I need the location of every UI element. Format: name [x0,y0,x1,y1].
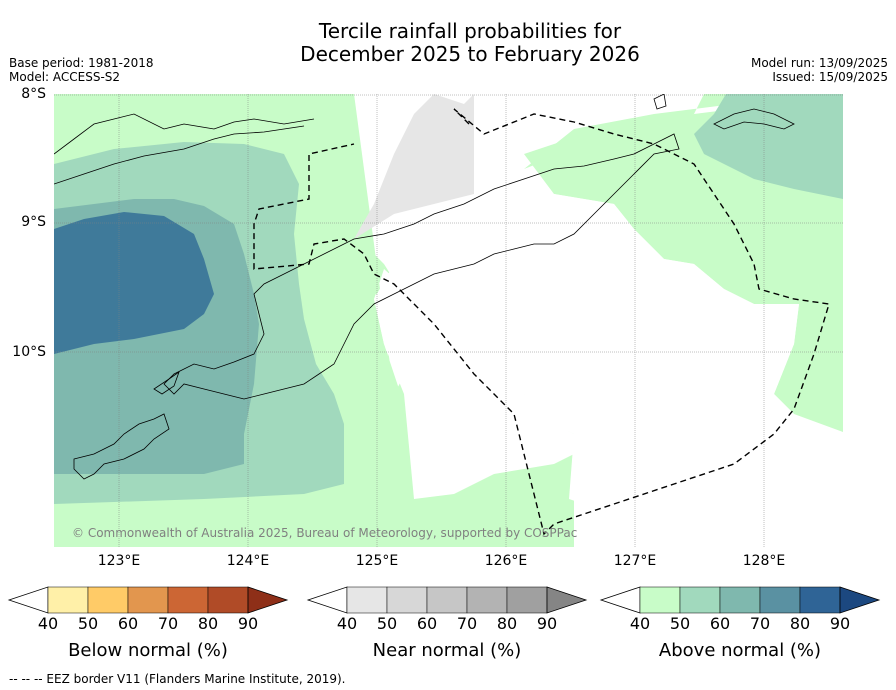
copyright-notice: © Commonwealth of Australia 2025, Bureau… [72,526,578,540]
colorbar-near-bin-70-80 [466,586,508,614]
no-signal-region-east [404,189,799,514]
colorbar-above-bin-60-70 [719,586,761,614]
colorbar-near-max-arrow [546,586,588,614]
colorbar-below-min-arrow [7,586,49,614]
colorbar-above-bin-70-80 [759,586,801,614]
near-tick-60: 60 [416,614,438,633]
above-normal-title: Above normal (%) [658,640,822,661]
eez-border-note: -- -- -- EEZ border V11 (Flanders Marine… [9,672,346,686]
colorbar-near-bin-40-50 [346,586,388,614]
near-40-region [354,94,474,239]
above-40-region-east [524,104,843,432]
probability-map [54,94,843,547]
title-line-2: December 2025 to February 2026 [300,42,640,66]
lon-label-127e: 127°E [613,553,657,569]
colorbar-near-bin-80-90 [506,586,548,614]
meta-left: Base period: 1981-2018 Model: ACCESS-S2 [9,56,154,84]
colorbar-below-bin-70-80 [167,586,209,614]
colorbar-near-bin-50-60 [386,586,428,614]
lon-label-128e: 128°E [742,553,786,569]
above-tick-40: 40 [629,614,651,633]
meta-right: Model run: 13/09/2025 Issued: 15/09/2025 [751,56,888,84]
map-title: Tercile rainfall probabilities for Decem… [0,20,896,66]
lat-label-10s: 10°S [12,344,46,360]
colorbar-above-max-arrow [839,586,881,614]
colorbar-above-bin-80-90 [799,586,841,614]
below-tick-60: 60 [117,614,139,633]
colorbar-near-bin-60-70 [426,586,468,614]
lon-label-124e: 124°E [226,553,270,569]
below-tick-50: 50 [77,614,99,633]
above-tick-60: 60 [709,614,731,633]
lat-label-8s: 8°S [21,86,46,102]
colorbar-near-min-arrow [306,586,348,614]
above-tick-70: 70 [749,614,771,633]
near-tick-90: 90 [536,614,558,633]
colorbar-above-min-arrow [599,586,641,614]
lon-label-125e: 125°E [355,553,399,569]
colorbar-below-max-arrow [247,586,289,614]
above-70-region-west [54,212,214,354]
colorbar-below-bin-80-90 [207,586,249,614]
below-tick-90: 90 [237,614,259,633]
below-tick-70: 70 [157,614,179,633]
near-tick-40: 40 [336,614,358,633]
above-tick-90: 90 [829,614,851,633]
colorbar-near-normal [306,586,588,614]
colorbar-below-bin-50-60 [87,586,129,614]
below-normal-title: Below normal (%) [68,640,228,661]
colorbar-above-normal [599,586,881,614]
graticule [54,94,843,547]
colorbar-below-bin-40-50 [47,586,89,614]
model-label: Model: ACCESS-S2 [9,70,121,84]
eez-border [253,108,830,536]
below-tick-40: 40 [37,614,59,633]
colorbar-below-bin-60-70 [127,586,169,614]
above-50-region-north-east [694,94,843,199]
lon-label-126e: 126°E [484,553,528,569]
above-tick-80: 80 [789,614,811,633]
near-tick-80: 80 [496,614,518,633]
issued-label: Issued: 15/09/2025 [772,70,888,84]
coastlines [54,94,795,480]
near-tick-50: 50 [376,614,398,633]
colorbar-below-normal [7,586,289,614]
lat-label-9s: 9°S [21,214,46,230]
colorbar-above-bin-40-50 [639,586,681,614]
near-tick-70: 70 [456,614,478,633]
no-signal-region [374,264,574,499]
above-tick-50: 50 [669,614,691,633]
title-line-1: Tercile rainfall probabilities for [318,19,622,43]
base-period-label: Base period: 1981-2018 [9,56,154,70]
colorbar-above-bin-50-60 [679,586,721,614]
model-run-label: Model run: 13/09/2025 [750,56,888,70]
near-normal-title: Near normal (%) [372,640,522,661]
lon-label-123e: 123°E [97,553,141,569]
below-tick-80: 80 [197,614,219,633]
